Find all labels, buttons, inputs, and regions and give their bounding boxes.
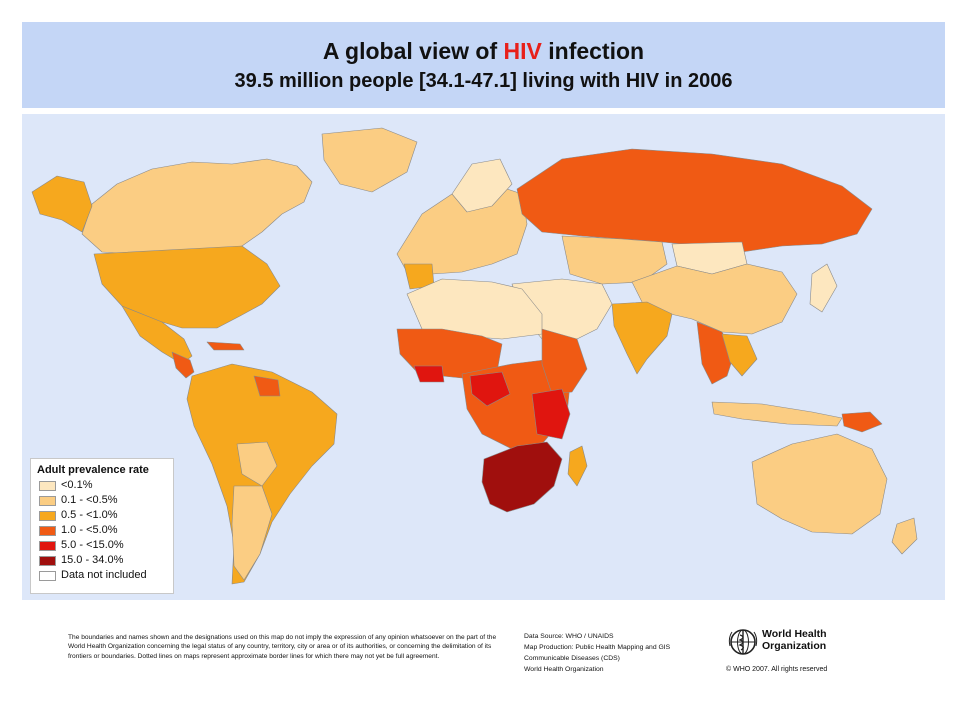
legend-swatch — [39, 541, 56, 551]
legend-item: 1.0 - <5.0% — [39, 524, 169, 538]
region-caribbean — [206, 341, 245, 351]
legend-item: 0.5 - <1.0% — [39, 509, 169, 523]
region-canada — [81, 158, 313, 255]
legend-title: Adult prevalence rate — [37, 464, 149, 476]
source-line: World Health Organization — [524, 666, 604, 673]
legend-label: <0.1% — [61, 479, 93, 491]
source-line: Communicable Diseases (CDS) — [524, 655, 620, 662]
legend-swatch — [39, 511, 56, 521]
region-papua — [841, 411, 883, 433]
region-east-africa — [541, 328, 588, 395]
legend-swatch — [39, 496, 56, 506]
legend-item: <0.1% — [39, 479, 169, 493]
map-legend: Adult prevalence rate <0.1% 0.1 - <0.5% … — [30, 458, 174, 594]
region-australia — [751, 433, 888, 535]
legend-item: 15.0 - 34.0% — [39, 554, 169, 568]
source-line: Data Source: WHO / UNAIDS — [524, 633, 614, 640]
region-indonesia — [711, 401, 843, 427]
world-map — [22, 114, 945, 600]
region-greenland — [321, 127, 418, 193]
region-guiana — [253, 375, 281, 397]
region-usa — [93, 245, 281, 329]
legend-swatch — [39, 481, 56, 491]
world-map-svg — [31, 127, 918, 585]
legend-label: 5.0 - <15.0% — [61, 539, 124, 551]
legend-swatch — [39, 556, 56, 566]
who-logo: World Health Organization — [727, 626, 827, 658]
title-banner: A global view of HIV infection 39.5 mill… — [22, 22, 945, 111]
region-central-asia — [561, 235, 668, 285]
region-central-america — [171, 351, 195, 379]
region-argentina — [231, 485, 273, 581]
who-emblem-icon — [728, 629, 758, 655]
who-wordmark: World Health Organization — [762, 628, 827, 652]
region-cote-divoire — [413, 365, 445, 383]
legend-label: 15.0 - 34.0% — [61, 554, 124, 566]
title-hiv-highlight: HIV — [503, 38, 542, 64]
map-subtitle: 39.5 million people [34.1-47.1] living w… — [234, 70, 733, 92]
region-cameroon-car — [469, 371, 511, 407]
region-japan — [809, 263, 838, 313]
legend-label: 1.0 - <5.0% — [61, 524, 118, 536]
legend-item: Data not included — [39, 569, 169, 583]
region-india — [611, 301, 673, 375]
region-indochina — [721, 333, 758, 377]
region-new-zealand — [891, 517, 918, 555]
region-russia — [516, 148, 873, 253]
source-line: Map Production: Public Health Mapping an… — [524, 644, 671, 651]
legend-label: Data not included — [61, 569, 147, 581]
region-scandinavia — [451, 158, 513, 213]
data-source-block: Data Source: WHO / UNAIDS Map Production… — [524, 631, 704, 675]
region-southern-africa — [481, 441, 563, 513]
legend-swatch — [39, 571, 56, 581]
region-kenya-tanzania — [531, 388, 571, 440]
legend-label: 0.5 - <1.0% — [61, 509, 118, 521]
legend-item: 0.1 - <0.5% — [39, 494, 169, 508]
copyright-text: © WHO 2007. All rights reserved — [726, 666, 828, 673]
legend-item: 5.0 - <15.0% — [39, 539, 169, 553]
map-title: A global view of HIV infection — [322, 38, 645, 64]
legend-label: 0.1 - <0.5% — [61, 494, 118, 506]
region-alaska — [31, 175, 93, 233]
disclaimer-text: The boundaries and names shown and the d… — [68, 634, 497, 660]
region-bolivia-paraguay — [236, 441, 278, 487]
legend-swatch — [39, 526, 56, 536]
region-madagascar — [567, 445, 588, 487]
